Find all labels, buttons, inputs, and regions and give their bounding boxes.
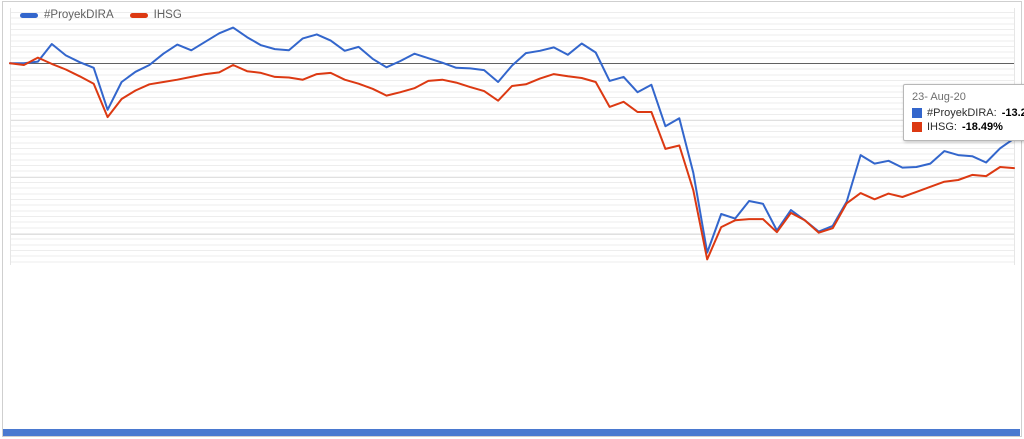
chart-range-scrollbar[interactable] bbox=[3, 429, 1020, 437]
tooltip-proyekdira-label: #ProyekDIRA: bbox=[927, 107, 997, 119]
plot-left-edge bbox=[10, 8, 11, 265]
chart-tooltip: 23- Aug-20 #ProyekDIRA: -13.29% IHSG: -1… bbox=[903, 84, 1024, 141]
ihsg-legend-label: IHSG bbox=[153, 9, 182, 21]
tooltip-ihsg-swatch bbox=[912, 122, 922, 132]
gridline-minus20 bbox=[10, 177, 1014, 178]
proyekdira-series-marker bbox=[20, 12, 38, 18]
tooltip-row-proyekdira: #ProyekDIRA: -13.29% bbox=[912, 107, 1024, 119]
tooltip-row-ihsg: IHSG: -18.49% bbox=[912, 121, 1024, 133]
tooltip-ihsg-value: -18.49% bbox=[961, 121, 1003, 133]
series-line-proyekdira bbox=[9, 26, 1015, 254]
performance-chart-panel[interactable]: #ProyekDIRA IHSG bbox=[0, 0, 1024, 266]
tooltip-ihsg-label: IHSG: bbox=[927, 121, 957, 133]
tooltip-date: 23- Aug-20 bbox=[912, 91, 966, 103]
tooltip-proyekdira-value: -13.29% bbox=[1001, 107, 1024, 119]
performance-minor-gridlines bbox=[10, 12, 1014, 263]
legend-item-proyekdira: #ProyekDIRA bbox=[20, 9, 114, 21]
zero-baseline bbox=[10, 63, 1014, 64]
proyekdira-legend-label: #ProyekDIRA bbox=[44, 9, 114, 21]
gridline-minus10 bbox=[10, 120, 1014, 121]
aum-chart-panel[interactable]: Dana Kelolaan bbox=[0, 283, 1024, 429]
tooltip-proyekdira-swatch bbox=[912, 108, 922, 118]
ihsg-series-marker bbox=[129, 12, 148, 18]
gridline-minus30 bbox=[10, 234, 1014, 235]
series-line-ihsg bbox=[9, 56, 1015, 261]
performance-lines-svg bbox=[9, 26, 1015, 261]
performance-legend: #ProyekDIRA IHSG bbox=[20, 9, 182, 21]
legend-item-ihsg: IHSG bbox=[129, 9, 182, 21]
